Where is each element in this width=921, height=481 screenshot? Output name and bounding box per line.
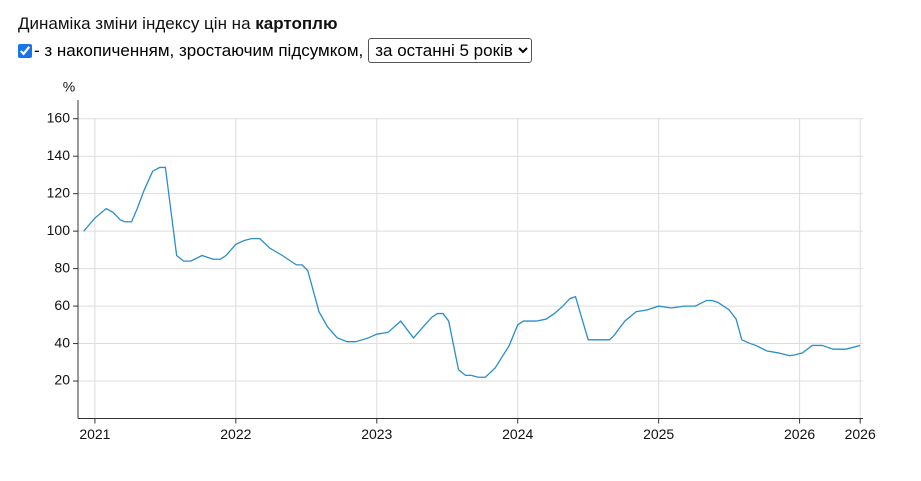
y-tick-label: 120 — [47, 184, 71, 200]
x-tick-label: 2022 — [220, 426, 251, 442]
y-tick-label: 20 — [54, 372, 70, 388]
heading-product: картоплю — [255, 14, 338, 33]
x-tick-label: 2025 — [643, 426, 674, 442]
x-tick-label: 2026 — [784, 426, 815, 442]
x-tick-label: 2021 — [79, 426, 110, 442]
checkbox-label: - з накопиченням, зростаючим підсумком, — [34, 40, 364, 60]
y-axis-label: % — [63, 79, 75, 95]
y-tick-label: 80 — [54, 259, 70, 275]
y-tick-label: 140 — [47, 147, 71, 163]
cumulative-checkbox[interactable] — [18, 43, 32, 58]
x-tick-label: 2026 — [845, 426, 876, 442]
y-tick-label: 60 — [54, 297, 70, 313]
heading-text: Динаміка зміни індексу цін на — [18, 14, 251, 33]
x-tick-label: 2023 — [361, 426, 392, 442]
y-tick-label: 100 — [47, 222, 71, 238]
y-tick-label: 160 — [47, 109, 71, 125]
controls: - з накопиченням, зростаючим підсумком, … — [18, 38, 533, 63]
period-select[interactable]: за останні 5 років — [368, 38, 533, 63]
heading: Динаміка зміни індексу цін на картоплю — [18, 14, 337, 34]
price-index-line — [83, 166, 861, 378]
x-tick-label: 2024 — [502, 426, 533, 442]
y-tick-label: 40 — [54, 334, 70, 350]
